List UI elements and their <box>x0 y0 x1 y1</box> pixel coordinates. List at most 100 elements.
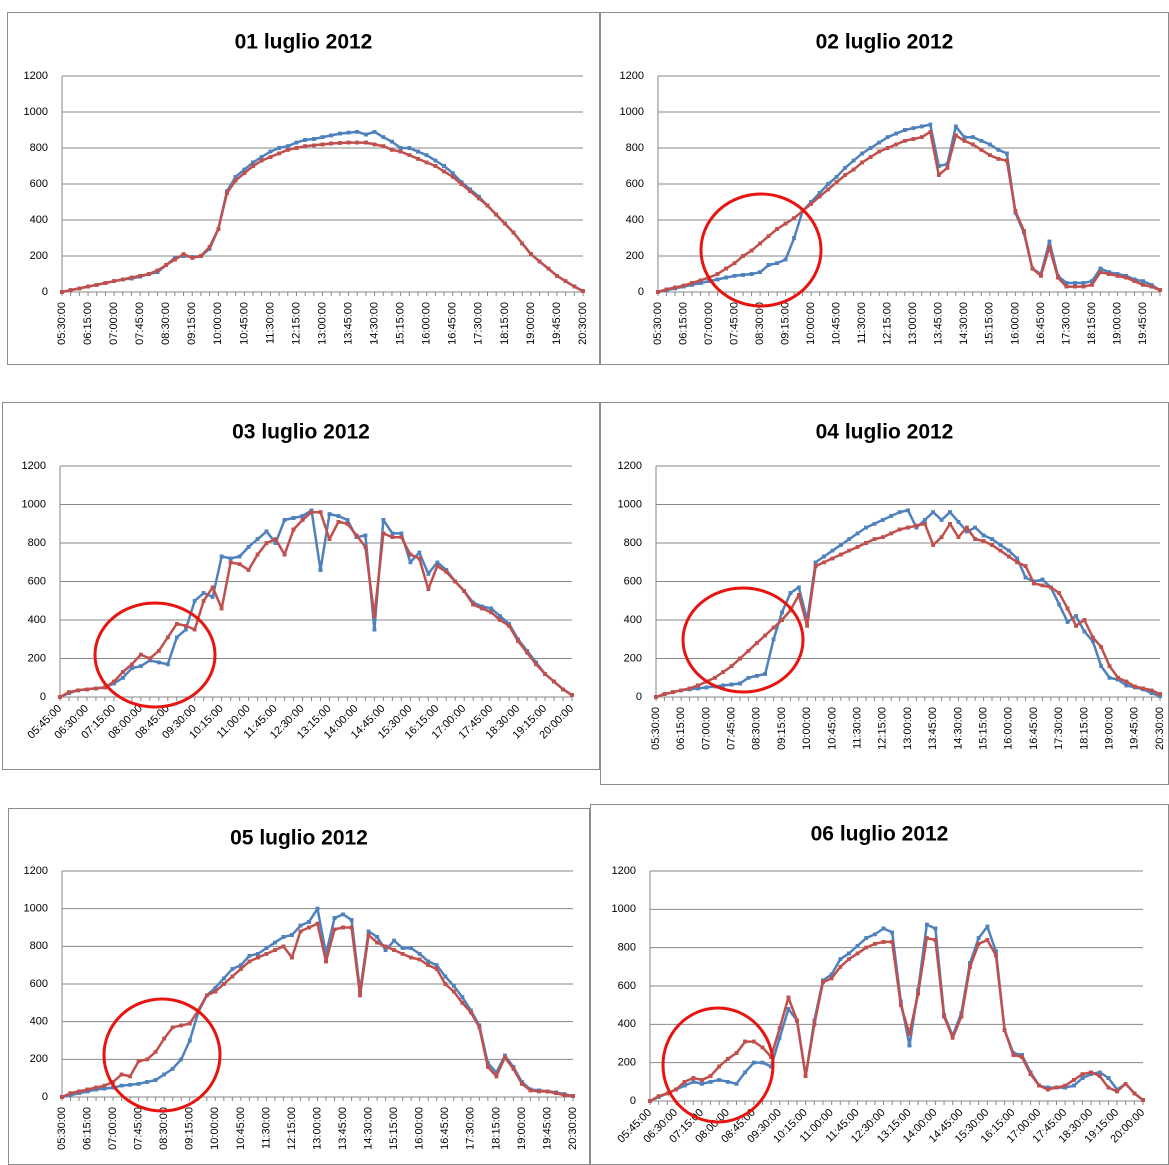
chart-title: 02 luglio 2012 <box>816 31 954 54</box>
y-tick-label: 800 <box>624 537 642 549</box>
x-tick-label: 19:00:00 <box>525 302 537 345</box>
y-tick-label: 1200 <box>620 70 644 82</box>
y-tick-label: 1000 <box>620 106 644 118</box>
y-tick-label: 1200 <box>24 865 48 877</box>
x-tick-label: 19:45:00 <box>1137 302 1149 345</box>
x-tick-label: 15:15:00 <box>984 302 996 345</box>
series-line <box>60 129 585 294</box>
x-tick-label: 12:15:00 <box>290 302 302 345</box>
y-tick-label: 0 <box>42 1091 48 1103</box>
x-tick-label: 10:00:00 <box>801 707 813 750</box>
x-tick-label: 15:15:00 <box>395 302 407 345</box>
chart: 03 luglio 201202004006008001000120005:45… <box>2 402 600 770</box>
y-tick-label: 400 <box>30 214 48 226</box>
x-tick-label: 14:30:00 <box>952 707 964 750</box>
chart-title: 06 luglio 2012 <box>811 823 949 846</box>
y-tick-label: 200 <box>30 1053 48 1065</box>
x-tick-label: 07:00:00 <box>108 302 120 345</box>
y-tick-label: 1200 <box>24 70 48 82</box>
y-tick-label: 800 <box>30 142 48 154</box>
y-tick-label: 400 <box>618 1018 636 1030</box>
x-tick-label: 07:45:00 <box>726 707 738 750</box>
x-tick-label: 08:30:00 <box>158 1107 170 1150</box>
x-tick-label: 11:30:00 <box>856 302 868 344</box>
chart: 06 luglio 201202004006008001000120005:45… <box>590 804 1169 1165</box>
x-tick-label: 14:30:00 <box>369 302 381 345</box>
x-tick-label: 13:00:00 <box>907 302 919 345</box>
y-tick-label: 0 <box>630 1095 636 1107</box>
x-tick-label: 12:15:00 <box>882 302 894 345</box>
y-tick-label: 600 <box>30 978 48 990</box>
x-tick-label: 07:45:00 <box>134 302 146 345</box>
x-tick-label: 08:30:00 <box>754 302 766 345</box>
series-line <box>58 508 574 699</box>
x-tick-label: 10:45:00 <box>826 707 838 750</box>
y-tick-label: 400 <box>30 1016 48 1028</box>
y-tick-label: 400 <box>626 214 644 226</box>
x-tick-label: 07:00:00 <box>107 1107 119 1150</box>
x-tick-label: 19:45:00 <box>1129 707 1141 750</box>
y-tick-label: 1200 <box>22 460 46 472</box>
x-tick-label: 19:45:00 <box>541 1107 553 1150</box>
series-line <box>654 508 1162 699</box>
x-tick-label: 07:00:00 <box>700 707 712 750</box>
x-tick-label: 15:15:00 <box>388 1107 400 1150</box>
y-tick-label: 800 <box>30 940 48 952</box>
x-tick-label: 09:15:00 <box>184 1107 196 1150</box>
x-tick-label: 11:30:00 <box>260 1107 272 1149</box>
x-tick-label: 10:00:00 <box>212 302 224 345</box>
x-tick-label: 19:00:00 <box>516 1107 528 1150</box>
series-line <box>656 129 1162 294</box>
y-tick-label: 600 <box>30 178 48 190</box>
highlight-circle <box>681 586 805 694</box>
series-line <box>60 921 575 1099</box>
y-tick-label: 1000 <box>22 498 46 510</box>
y-tick-label: 600 <box>28 575 46 587</box>
x-tick-label: 16:00:00 <box>1003 707 1015 750</box>
x-tick-label: 13:00:00 <box>316 302 328 345</box>
y-tick-label: 600 <box>624 575 642 587</box>
x-tick-label: 10:45:00 <box>238 302 250 345</box>
x-tick-label: 13:45:00 <box>342 302 354 345</box>
x-tick-label: 17:30:00 <box>465 1107 477 1150</box>
x-tick-label: 05:30:00 <box>652 302 664 345</box>
chart-title: 04 luglio 2012 <box>816 421 954 444</box>
chart-title: 03 luglio 2012 <box>232 421 370 444</box>
x-tick-label: 13:45:00 <box>933 302 945 345</box>
y-tick-label: 1200 <box>618 460 642 472</box>
y-tick-label: 1000 <box>618 498 642 510</box>
x-tick-label: 12:15:00 <box>877 707 889 750</box>
x-tick-label: 14:30:00 <box>363 1107 375 1150</box>
y-tick-label: 200 <box>30 250 48 262</box>
x-tick-label: 16:45:00 <box>447 302 459 345</box>
x-tick-label: 07:00:00 <box>703 302 715 345</box>
y-tick-label: 200 <box>626 250 644 262</box>
y-tick-label: 0 <box>638 286 644 298</box>
y-tick-label: 400 <box>624 614 642 626</box>
x-tick-label: 06:15:00 <box>82 302 94 345</box>
x-tick-label: 08:30:00 <box>751 707 763 750</box>
y-tick-label: 0 <box>636 691 642 703</box>
x-tick-label: 15:15:00 <box>978 707 990 750</box>
y-tick-label: 1000 <box>24 106 48 118</box>
chart-border <box>7 12 600 365</box>
x-tick-label: 20:30:00 <box>577 302 589 345</box>
x-tick-label: 13:45:00 <box>337 1107 349 1150</box>
x-tick-label: 13:00:00 <box>902 707 914 750</box>
x-tick-label: 05:30:00 <box>650 707 662 750</box>
x-tick-label: 09:15:00 <box>780 302 792 345</box>
x-tick-label: 09:15:00 <box>776 707 788 750</box>
y-tick-label: 200 <box>28 652 46 664</box>
chart: 02 luglio 2012 0 200 400 600 800 1000 1200 05:30… <box>600 12 1169 365</box>
chart: 01 luglio 2012 0 200 400 600 800 1000 1200 05:30… <box>7 12 600 365</box>
y-tick-label: 1000 <box>24 903 48 915</box>
y-tick-label: 0 <box>40 691 46 703</box>
series-line <box>60 140 585 294</box>
x-tick-label: 17:30:00 <box>1060 302 1072 345</box>
x-tick-label: 10:45:00 <box>235 1107 247 1150</box>
y-tick-label: 1200 <box>612 865 636 877</box>
x-tick-label: 16:00:00 <box>421 302 433 345</box>
x-tick-label: 13:00:00 <box>311 1107 323 1150</box>
chart-border <box>2 402 600 770</box>
